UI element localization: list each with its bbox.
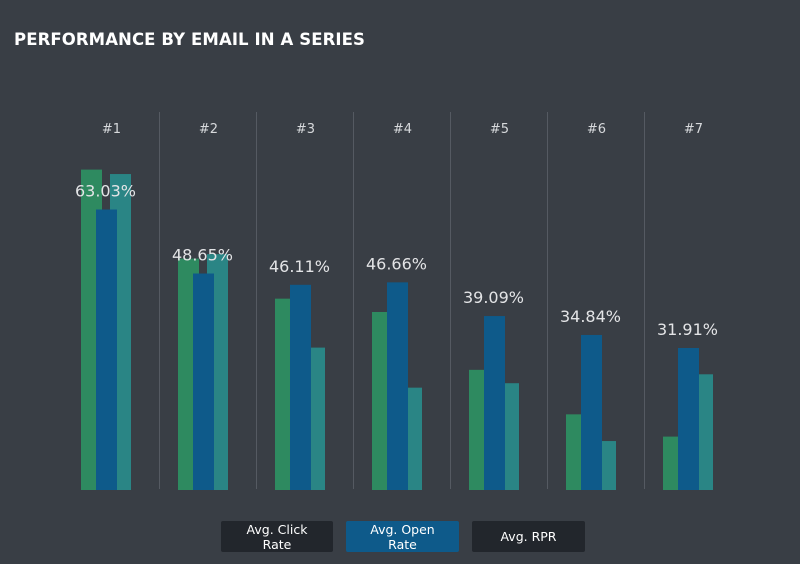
bars — [81, 169, 713, 491]
bar-avg-open-rate — [581, 334, 602, 490]
bar-avg-open-rate — [193, 273, 214, 490]
legend: Avg. Click Rate Avg. Open Rate Avg. RPR — [221, 521, 585, 552]
category-label: #2 — [199, 122, 218, 137]
category-label: #3 — [296, 122, 315, 137]
data-label: 34.84% — [560, 307, 621, 326]
data-label: 63.03% — [75, 182, 136, 201]
data-labels: 63.03% 48.65% 46.11% 46.66% 39.09% 34.84% 31.9… — [75, 182, 718, 339]
category-label: #6 — [587, 122, 606, 137]
data-label: 39.09% — [463, 288, 524, 307]
category-label: #5 — [490, 122, 509, 137]
bar-avg-open-rate — [387, 282, 408, 490]
category-label: #7 — [684, 122, 703, 137]
chart-title: PERFORMANCE BY EMAIL IN A SERIES — [14, 30, 365, 49]
category-label: #4 — [393, 122, 412, 137]
legend-click-rate-button[interactable]: Avg. Click Rate — [221, 521, 333, 552]
legend-open-rate-button[interactable]: Avg. Open Rate — [346, 521, 459, 552]
bar-avg-open-rate — [290, 284, 311, 490]
bar-avg-open-rate — [678, 348, 699, 490]
data-label: 48.65% — [172, 246, 233, 265]
data-label: 46.66% — [366, 254, 427, 273]
data-label: 31.91% — [657, 320, 718, 339]
bar-avg-open-rate — [96, 209, 117, 491]
legend-rpr-button[interactable]: Avg. RPR — [472, 521, 585, 552]
bar-avg-open-rate — [484, 316, 505, 490]
column-dividers — [159, 112, 645, 489]
category-label: #1 — [102, 122, 121, 137]
data-label: 46.11% — [269, 257, 330, 276]
category-ticks: #1 #2 #3 #4 #5 #6 #7 — [102, 122, 703, 137]
